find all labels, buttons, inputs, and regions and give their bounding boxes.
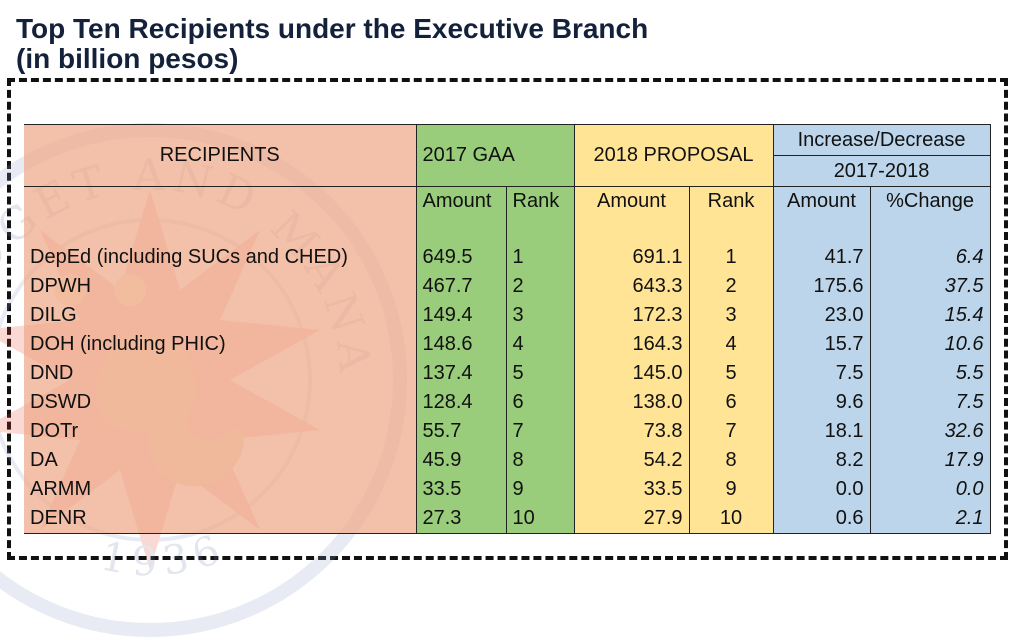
cell-gaa-amount: 137.4 xyxy=(415,359,506,388)
cell-change-pct: 2.1 xyxy=(869,504,991,534)
cell-recipient: ARMM xyxy=(24,475,416,504)
cell-change-amount: 8.2 xyxy=(772,446,871,475)
cell-proposal-amount: 643.3 xyxy=(573,272,690,301)
cell-proposal-amount: 691.1 xyxy=(573,243,690,272)
cell-proposal-amount: 145.0 xyxy=(573,359,690,388)
cell-change-amount: 15.7 xyxy=(772,330,871,359)
header-recipients-blank xyxy=(24,186,416,215)
cell-proposal-rank: 6 xyxy=(688,388,774,417)
cell-change-pct: 6.4 xyxy=(869,243,991,272)
cell-gaa-amount: 27.3 xyxy=(415,504,506,534)
cell-gaa-rank: 6 xyxy=(505,388,575,417)
cell-recipient: DOTr xyxy=(24,417,416,446)
cell-gaa-amount: 149.4 xyxy=(415,301,506,330)
cell-change-amount: 0.0 xyxy=(772,475,871,504)
cell-change-pct: 37.5 xyxy=(869,272,991,301)
cell-proposal-rank: 7 xyxy=(688,417,774,446)
table-row: DPWH 467.7 2 643.3 2 175.6 37.5 xyxy=(24,272,991,301)
cell-proposal-rank: 9 xyxy=(688,475,774,504)
header-period: 2017-2018 xyxy=(772,155,991,187)
cell-proposal-amount: 164.3 xyxy=(573,330,690,359)
cell-gaa-rank: 7 xyxy=(505,417,575,446)
cell-gaa-amount: 33.5 xyxy=(415,475,506,504)
cell-change-pct: 10.6 xyxy=(869,330,991,359)
header-proposal-rank: Rank xyxy=(688,186,774,215)
cell-change-amount: 7.5 xyxy=(772,359,871,388)
cell-recipient: DPWH xyxy=(24,272,416,301)
cell-recipient: DENR xyxy=(24,504,416,534)
cell-change-pct: 17.9 xyxy=(869,446,991,475)
cell-change-amount: 23.0 xyxy=(772,301,871,330)
title-line-1: Top Ten Recipients under the Executive B… xyxy=(16,13,649,44)
header-2017-gaa: 2017 GAA xyxy=(415,124,575,187)
cell-gaa-amount: 467.7 xyxy=(415,272,506,301)
header-change-amount: Amount xyxy=(772,186,871,215)
table-row: DILG 149.4 3 172.3 3 23.0 15.4 xyxy=(24,301,991,330)
cell-change-pct: 32.6 xyxy=(869,417,991,446)
cell-gaa-rank: 5 xyxy=(505,359,575,388)
table-row: ARMM 33.5 9 33.5 9 0.0 0.0 xyxy=(24,475,991,504)
cell-change-amount: 41.7 xyxy=(772,243,871,272)
header-change-pct: %Change xyxy=(869,186,991,215)
cell-proposal-amount: 172.3 xyxy=(573,301,690,330)
header-gaa-amount: Amount xyxy=(415,186,506,215)
cell-gaa-amount: 128.4 xyxy=(415,388,506,417)
cell-recipient: DSWD xyxy=(24,388,416,417)
cell-recipient: DILG xyxy=(24,301,416,330)
table-row: DND 137.4 5 145.0 5 7.5 5.5 xyxy=(24,359,991,388)
cell-change-amount: 175.6 xyxy=(772,272,871,301)
dashed-frame xyxy=(7,78,1008,560)
header-recipients: RECIPIENTS xyxy=(24,124,416,187)
cell-change-pct: 0.0 xyxy=(869,475,991,504)
cell-gaa-rank: 9 xyxy=(505,475,575,504)
cell-proposal-rank: 3 xyxy=(688,301,774,330)
cell-recipient: DND xyxy=(24,359,416,388)
cell-gaa-rank: 2 xyxy=(505,272,575,301)
title-line-2: (in billion pesos) xyxy=(16,43,239,74)
table-row: DepEd (including SUCs and CHED) 649.5 1 … xyxy=(24,243,991,272)
cell-proposal-amount: 138.0 xyxy=(573,388,690,417)
cell-proposal-rank: 2 xyxy=(688,272,774,301)
table-row: DOTr 55.7 7 73.8 7 18.1 32.6 xyxy=(24,417,991,446)
cell-gaa-rank: 4 xyxy=(505,330,575,359)
header-gaa-rank: Rank xyxy=(505,186,575,215)
cell-change-amount: 0.6 xyxy=(772,504,871,534)
cell-change-amount: 18.1 xyxy=(772,417,871,446)
header-increase-decrease: Increase/Decrease xyxy=(772,124,991,156)
cell-proposal-rank: 8 xyxy=(688,446,774,475)
cell-gaa-rank: 1 xyxy=(505,243,575,272)
cell-change-pct: 15.4 xyxy=(869,301,991,330)
header-2018-proposal: 2018 PROPOSAL xyxy=(573,124,774,187)
cell-proposal-rank: 4 xyxy=(688,330,774,359)
cell-proposal-amount: 27.9 xyxy=(573,504,690,534)
cell-proposal-amount: 73.8 xyxy=(573,417,690,446)
header-proposal-amount: Amount xyxy=(573,186,690,215)
cell-recipient: DA xyxy=(24,446,416,475)
cell-gaa-amount: 55.7 xyxy=(415,417,506,446)
cell-proposal-amount: 54.2 xyxy=(573,446,690,475)
table-row: DA 45.9 8 54.2 8 8.2 17.9 xyxy=(24,446,991,475)
cell-proposal-amount: 33.5 xyxy=(573,475,690,504)
page-title: Top Ten Recipients under the Executive B… xyxy=(16,14,648,74)
cell-recipient: DOH (including PHIC) xyxy=(24,330,416,359)
cell-gaa-amount: 649.5 xyxy=(415,243,506,272)
cell-gaa-rank: 3 xyxy=(505,301,575,330)
recipients-table: RECIPIENTS 2017 GAA 2018 PROPOSAL Increa… xyxy=(24,124,991,534)
cell-proposal-rank: 1 xyxy=(688,243,774,272)
cell-gaa-amount: 148.6 xyxy=(415,330,506,359)
cell-proposal-rank: 10 xyxy=(688,504,774,534)
cell-change-amount: 9.6 xyxy=(772,388,871,417)
table-row: DOH (including PHIC) 148.6 4 164.3 4 15.… xyxy=(24,330,991,359)
cell-change-pct: 5.5 xyxy=(869,359,991,388)
cell-recipient: DepEd (including SUCs and CHED) xyxy=(24,243,416,272)
cell-gaa-rank: 8 xyxy=(505,446,575,475)
cell-change-pct: 7.5 xyxy=(869,388,991,417)
cell-gaa-amount: 45.9 xyxy=(415,446,506,475)
cell-proposal-rank: 5 xyxy=(688,359,774,388)
cell-gaa-rank: 10 xyxy=(505,504,575,534)
table-row: DENR 27.3 10 27.9 10 0.6 2.1 xyxy=(24,504,991,534)
table-row: DSWD 128.4 6 138.0 6 9.6 7.5 xyxy=(24,388,991,417)
